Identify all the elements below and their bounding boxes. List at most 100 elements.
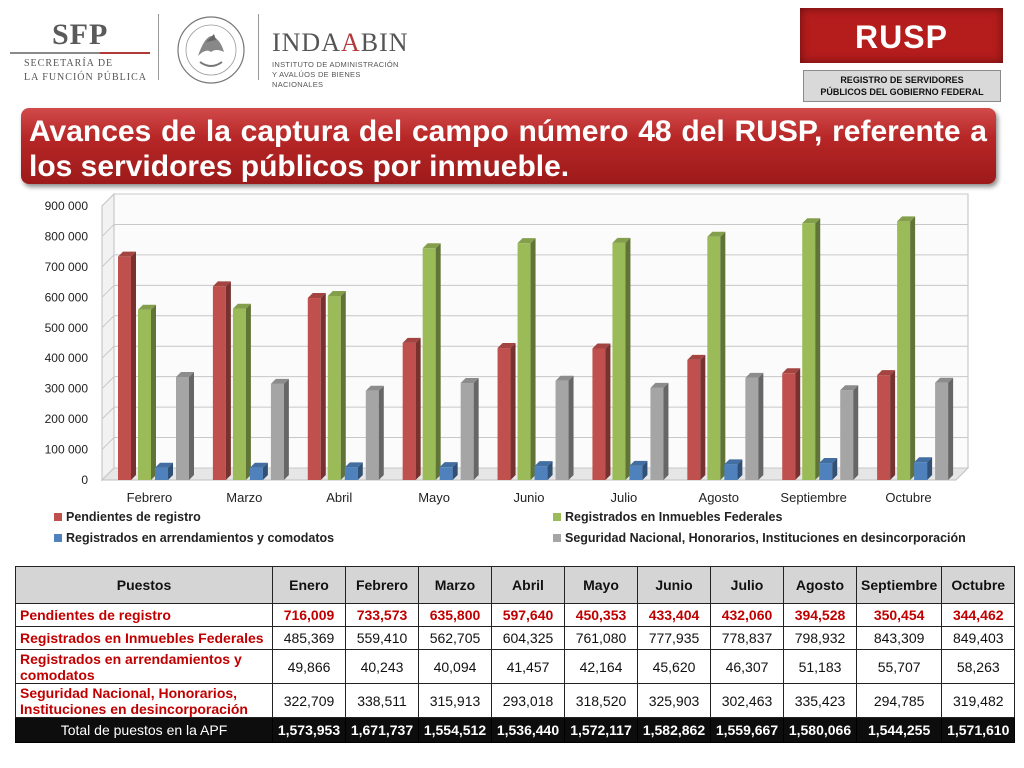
total-label: Total de puestos en la APF <box>15 717 273 743</box>
bar-top <box>176 371 194 377</box>
table-cell: 450,353 <box>564 603 638 627</box>
table-header-cell: Puestos <box>15 566 273 604</box>
y-tick-label: 700 000 <box>45 260 89 274</box>
bar-side <box>415 337 421 480</box>
bar <box>517 243 531 480</box>
gridline <box>101 223 968 237</box>
bar-top <box>460 378 479 384</box>
bar-top <box>439 462 458 468</box>
table-cell: 761,080 <box>564 626 638 650</box>
row-label: Seguridad Nacional, Honorarios, Instituc… <box>15 683 273 718</box>
bar-top <box>802 218 821 224</box>
bar-top <box>327 291 346 297</box>
bar-top <box>249 462 268 468</box>
bar-side <box>720 231 726 480</box>
bar-side <box>890 370 896 480</box>
table-cell: 58,263 <box>941 649 1016 684</box>
x-tick-label: Mayo <box>418 490 450 505</box>
table-cell: 344,462 <box>941 603 1016 627</box>
bar-side <box>189 371 194 480</box>
bar <box>534 466 548 480</box>
indaabin-logo: INDAABIN INSTITUTO DE ADMINISTRACIÓN Y A… <box>272 28 412 89</box>
bar-side <box>452 462 458 480</box>
bar-side <box>795 368 801 480</box>
bar <box>422 248 436 480</box>
bar <box>232 308 246 480</box>
total-cell: 1,536,440 <box>491 717 565 743</box>
table-header-cell: Marzo <box>418 566 492 604</box>
legend-swatch <box>553 513 561 521</box>
table-cell: 394,528 <box>783 603 857 627</box>
table-cell: 597,640 <box>491 603 565 627</box>
table-cell: 562,705 <box>418 626 492 650</box>
bar-top <box>422 243 441 249</box>
bar-side <box>758 372 764 480</box>
y-tick-label: 900 000 <box>45 199 89 213</box>
bar-side <box>547 461 553 480</box>
bar <box>687 359 701 480</box>
bar-side <box>663 382 669 480</box>
row-label: Registrados en arrendamientos y comodato… <box>15 649 273 684</box>
bar-chart: 0 100 000 200 000 300 000 400 000 500 000 600 … <box>45 192 970 545</box>
y-tick-label: 100 000 <box>45 443 89 457</box>
table-cell: 778,837 <box>710 626 784 650</box>
bar-top <box>745 372 764 378</box>
bar <box>439 467 453 480</box>
table-cell: 849,403 <box>941 626 1016 650</box>
table-cell: 45,620 <box>637 649 711 684</box>
bar <box>935 382 949 480</box>
indaabin-subtitle-1: INSTITUTO DE ADMINISTRACIÓN <box>272 60 399 69</box>
rusp-badge: RUSP <box>800 8 1003 63</box>
total-cell: 1,572,117 <box>564 717 638 743</box>
x-tick-label: Marzo <box>226 490 262 505</box>
bar <box>118 256 131 480</box>
row-label: Registrados en Inmuebles Federales <box>15 626 273 650</box>
bar-side <box>510 343 516 480</box>
table-cell: 46,307 <box>710 649 784 684</box>
x-tick-label: Agosto <box>699 490 739 505</box>
bar-top <box>232 303 251 309</box>
bar-top <box>497 343 516 349</box>
table-header-cell: Mayo <box>564 566 638 604</box>
rusp-subtitle-line-1: REGISTRO DE SERVIDORES <box>840 75 964 85</box>
bar-top <box>155 462 173 468</box>
bar-side <box>530 238 536 480</box>
page-title: Avances de la captura del campo número 4… <box>29 115 987 183</box>
table-cell: 350,454 <box>855 603 943 627</box>
bar-side <box>357 462 363 480</box>
table-cell: 55,707 <box>855 649 943 684</box>
bar <box>782 373 796 480</box>
bar-top <box>517 238 536 244</box>
table-cell: 293,018 <box>491 683 565 718</box>
indaabin-subtitle-2: Y AVALÚOS DE BIENES NACIONALES <box>272 70 361 89</box>
legend-label: Pendientes de registro <box>66 510 201 524</box>
bar-top <box>840 385 859 391</box>
table-cell: 42,164 <box>564 649 638 684</box>
table-header-cell: Junio <box>637 566 711 604</box>
y-tick-label: 0 <box>81 473 88 487</box>
bar-top <box>612 237 631 243</box>
table-cell: 40,094 <box>418 649 492 684</box>
table-cell: 325,903 <box>637 683 711 718</box>
bar <box>155 467 168 480</box>
gridline <box>101 345 968 359</box>
sfp-divider-accent <box>100 52 150 54</box>
bar-side <box>568 375 574 480</box>
total-cell: 1,544,255 <box>855 717 943 743</box>
gridline <box>101 376 968 390</box>
legend-label: Registrados en Inmuebles Federales <box>565 510 782 524</box>
bar-side <box>435 243 441 480</box>
y-tick-label: 200 000 <box>45 412 89 426</box>
bar-side <box>168 462 173 480</box>
sfp-logo: SFP SECRETARÍA DE LA FUNCIÓN PÚBLICA <box>10 10 160 90</box>
bar-side <box>948 377 954 480</box>
table-cell: 843,309 <box>855 626 943 650</box>
table-header-cell: Febrero <box>345 566 419 604</box>
bar <box>897 221 911 480</box>
gridline <box>101 284 968 298</box>
table-row: Registrados en arrendamientos y comodato… <box>15 649 1016 684</box>
bar-top <box>270 378 289 384</box>
table-cell: 733,573 <box>345 603 419 627</box>
bar-top <box>555 375 574 381</box>
bar-side <box>340 291 346 480</box>
